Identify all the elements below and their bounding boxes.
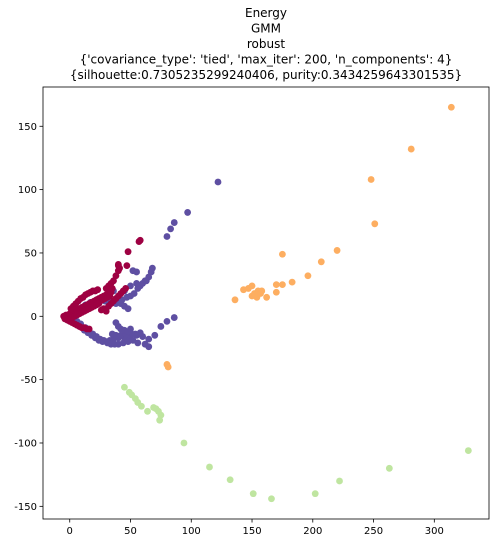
scatter-point: [263, 293, 271, 301]
scatter-point: [206, 463, 213, 471]
y-tick-label: 50: [24, 248, 37, 259]
scatter-point: [214, 178, 222, 186]
title-line-3: {'covariance_type': 'tied', 'max_iter': …: [80, 53, 453, 67]
scatter-point: [367, 176, 375, 183]
scatter-point: [102, 307, 110, 315]
scatter-point: [163, 317, 171, 325]
scatter-point: [226, 476, 234, 484]
scatter-point: [134, 339, 142, 347]
scatter-point: [122, 285, 130, 292]
y-tick-label: 150: [18, 122, 37, 133]
scatter-point: [279, 281, 286, 289]
scatter-point: [156, 416, 164, 424]
scatter-point: [151, 331, 159, 339]
scatter-point: [95, 300, 103, 308]
y-tick-label: -100: [14, 438, 37, 449]
scatter-point: [170, 219, 178, 226]
scatter-point: [272, 288, 280, 296]
scatter-point: [333, 247, 341, 254]
scatter-point: [124, 248, 132, 256]
scatter-point: [258, 287, 266, 295]
scatter-point: [317, 258, 325, 266]
y-tick-label: -50: [21, 375, 37, 386]
x-tick-label: 150: [242, 526, 261, 537]
scatter-point: [85, 325, 93, 333]
scatter-point: [133, 279, 140, 287]
scatter-point: [112, 331, 120, 339]
plot-area-frame: [42, 86, 490, 520]
x-tick-label: 200: [303, 526, 322, 537]
scatter-point: [288, 278, 296, 286]
scatter-point: [123, 262, 131, 270]
scatter-point: [272, 281, 280, 289]
y-tick-label: 100: [18, 185, 37, 196]
scatter-point: [145, 343, 153, 351]
scatter-point: [447, 103, 455, 111]
scatter-point: [138, 402, 145, 410]
scatter-point: [279, 250, 286, 258]
title-line-2: robust: [247, 37, 285, 51]
scatter-point: [170, 314, 178, 321]
x-tick-label: 250: [364, 526, 383, 537]
scatter-point: [163, 233, 171, 240]
scatter-point: [136, 329, 144, 337]
title-line-0: Energy: [245, 6, 287, 20]
scatter-point: [248, 282, 256, 290]
scatter-point: [112, 272, 120, 280]
scatter-point: [371, 220, 379, 228]
scatter-point: [130, 290, 138, 297]
scatter-point: [336, 477, 343, 485]
x-tick-label: 0: [67, 526, 73, 537]
y-axis: -150 -100 -50 0 50 100 150: [14, 122, 43, 513]
scatter-point: [136, 236, 144, 244]
scatter-point: [127, 325, 134, 333]
scatter-point: [268, 495, 275, 503]
scatter-point: [385, 464, 393, 472]
scatter-point: [124, 305, 132, 313]
y-tick-label: -150: [14, 502, 37, 513]
scatter-point: [249, 490, 257, 498]
scatter-point: [114, 260, 122, 268]
scatter-point: [180, 439, 188, 447]
x-axis: 0 50 100 150 200 250 300: [67, 519, 444, 537]
title-line-1: GMM: [251, 22, 281, 36]
scatter-point: [121, 383, 128, 391]
scatter-point: [311, 490, 319, 498]
scatter-point: [94, 286, 102, 294]
scatter-point: [407, 145, 415, 153]
scatter-point: [157, 323, 165, 330]
scatter-point: [304, 272, 312, 280]
scatter-point: [108, 285, 116, 292]
x-tick-label: 100: [182, 526, 201, 537]
scatter-points: [60, 103, 472, 503]
scatter-point: [167, 225, 175, 233]
scatter-point: [184, 209, 192, 216]
scatter-point: [145, 273, 153, 281]
scatter-point: [231, 296, 239, 304]
x-tick-label: 300: [425, 526, 444, 537]
y-tick-label: 0: [31, 312, 37, 323]
scatter-point: [164, 363, 172, 371]
scatter-point: [145, 335, 153, 343]
scatter-point: [148, 264, 156, 272]
x-tick-label: 50: [124, 526, 137, 537]
title-line-4: {silhouette:0.7305235299240406, purity:0…: [70, 68, 462, 82]
scatter-point: [464, 447, 472, 454]
scatter-point: [144, 407, 151, 415]
scatter-point: [133, 268, 140, 276]
scatter-point: [110, 277, 117, 285]
